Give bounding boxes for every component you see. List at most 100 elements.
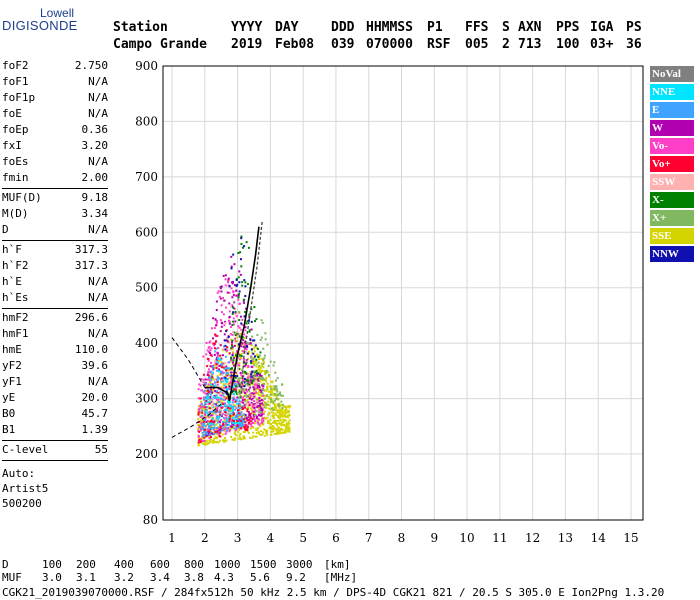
data-point bbox=[206, 385, 209, 388]
data-point bbox=[232, 364, 235, 367]
data-point bbox=[225, 383, 228, 386]
data-point bbox=[268, 422, 271, 425]
data-point bbox=[254, 409, 257, 412]
data-point bbox=[263, 434, 266, 437]
data-point bbox=[221, 406, 224, 409]
data-point bbox=[216, 383, 219, 386]
data-point bbox=[203, 430, 206, 433]
param-row: foE N/A bbox=[2, 106, 108, 122]
data-point bbox=[239, 404, 242, 407]
data-point bbox=[257, 413, 260, 416]
data-point bbox=[218, 364, 221, 367]
data-point bbox=[229, 380, 232, 383]
data-point bbox=[232, 323, 235, 326]
data-point bbox=[245, 403, 248, 406]
data-point bbox=[228, 410, 231, 413]
data-point bbox=[201, 432, 204, 435]
data-point bbox=[248, 389, 251, 392]
data-point bbox=[280, 383, 283, 386]
data-point bbox=[246, 408, 249, 411]
data-point bbox=[230, 347, 233, 350]
param-row: hmE 110.0 bbox=[2, 342, 108, 358]
param-label: h`E bbox=[2, 275, 22, 288]
data-point bbox=[241, 343, 244, 346]
param-label: foF1p bbox=[2, 91, 36, 104]
data-point bbox=[260, 413, 263, 416]
data-point bbox=[247, 374, 250, 377]
data-point bbox=[258, 409, 261, 412]
data-point bbox=[222, 426, 225, 429]
data-point bbox=[267, 411, 270, 414]
header-label-s: S bbox=[502, 20, 510, 35]
data-point bbox=[215, 369, 218, 372]
data-point bbox=[200, 403, 203, 406]
data-point bbox=[237, 353, 240, 356]
data-point bbox=[260, 336, 263, 339]
data-point bbox=[261, 399, 264, 402]
data-point bbox=[233, 384, 236, 387]
param-label: yF1 bbox=[2, 375, 22, 388]
data-point bbox=[207, 402, 210, 405]
data-point bbox=[256, 372, 259, 375]
data-point bbox=[247, 411, 250, 414]
x-tick-label: 5 bbox=[299, 531, 307, 545]
data-point bbox=[227, 423, 230, 426]
param-value: N/A bbox=[88, 75, 108, 88]
data-point bbox=[234, 398, 237, 401]
data-point bbox=[209, 396, 212, 399]
data-point bbox=[252, 370, 255, 373]
data-point bbox=[198, 383, 201, 386]
data-point bbox=[284, 408, 287, 411]
data-point bbox=[234, 408, 237, 411]
data-point bbox=[222, 380, 225, 383]
data-point bbox=[261, 433, 264, 436]
data-point bbox=[210, 327, 213, 330]
data-point bbox=[231, 396, 234, 399]
data-point bbox=[271, 415, 274, 418]
data-point bbox=[286, 405, 289, 408]
param-value: N/A bbox=[88, 91, 108, 104]
data-point bbox=[203, 439, 206, 442]
data-point bbox=[267, 420, 270, 423]
data-point bbox=[217, 427, 220, 430]
header-value-day: Feb08 bbox=[275, 37, 315, 52]
data-point bbox=[272, 411, 275, 414]
data-point bbox=[237, 296, 240, 299]
data-point bbox=[232, 320, 235, 323]
data-point bbox=[255, 416, 258, 419]
data-point bbox=[253, 360, 256, 363]
data-point bbox=[273, 420, 276, 423]
data-point bbox=[260, 362, 263, 365]
data-point bbox=[212, 366, 215, 369]
data-point bbox=[245, 388, 248, 391]
data-point bbox=[204, 417, 207, 420]
data-point bbox=[231, 305, 234, 308]
data-point bbox=[242, 389, 245, 392]
data-point bbox=[254, 404, 257, 407]
data-point bbox=[233, 418, 236, 421]
data-point bbox=[272, 408, 275, 411]
param-label: foE bbox=[2, 107, 22, 120]
data-point bbox=[288, 426, 291, 429]
data-point bbox=[262, 389, 265, 392]
data-point bbox=[240, 322, 243, 325]
data-point bbox=[197, 428, 200, 431]
data-point bbox=[222, 363, 225, 366]
data-point bbox=[246, 360, 249, 363]
data-point bbox=[225, 408, 228, 411]
data-point bbox=[213, 421, 216, 424]
data-point bbox=[281, 414, 284, 417]
data-point bbox=[257, 406, 260, 409]
data-point bbox=[224, 432, 227, 435]
row-value: 5.6 bbox=[250, 571, 270, 584]
data-point bbox=[234, 337, 237, 340]
header-value-p1: RSF bbox=[427, 37, 451, 52]
data-point bbox=[234, 340, 237, 343]
data-point bbox=[260, 364, 263, 367]
data-point bbox=[248, 403, 251, 406]
data-point bbox=[250, 423, 253, 426]
data-point bbox=[231, 282, 234, 285]
data-point bbox=[253, 407, 256, 410]
data-point bbox=[260, 414, 263, 417]
